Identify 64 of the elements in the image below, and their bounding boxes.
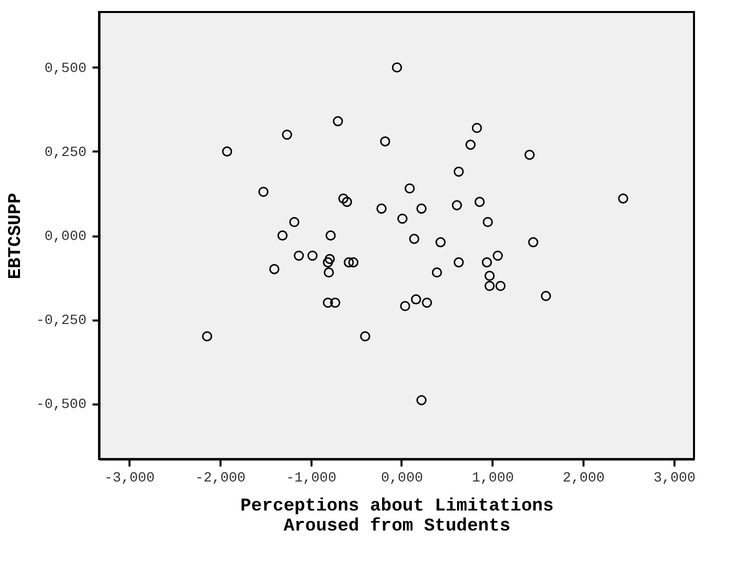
point: [454, 257, 464, 268]
point: [484, 270, 495, 281]
y-tick-label: 0,000: [44, 229, 86, 245]
point: [338, 193, 348, 204]
point: [410, 294, 422, 304]
point: [324, 254, 335, 264]
y-axis-title: EBTCSUPP: [6, 192, 26, 280]
point: [258, 186, 268, 197]
point: [454, 166, 464, 177]
point: [484, 280, 495, 291]
point: [482, 257, 492, 268]
point: [416, 395, 427, 406]
x-tick-label: 0,000: [380, 470, 424, 486]
point: [348, 257, 358, 268]
point: [202, 331, 212, 342]
point: [380, 136, 390, 146]
point: [282, 130, 292, 140]
point: [492, 250, 503, 261]
point: [222, 146, 232, 157]
point: [360, 331, 370, 342]
point: [344, 257, 354, 268]
y-tick-label: 0,250: [44, 144, 86, 161]
point: [465, 140, 476, 150]
y-tick-label: -0,250: [36, 313, 86, 330]
x-tick-label: 3,000: [654, 470, 696, 486]
point: [322, 257, 333, 268]
x-tick-label: 2,000: [562, 470, 605, 486]
point: [330, 298, 340, 308]
point: [472, 122, 482, 134]
point: [482, 216, 493, 228]
point: [294, 250, 304, 261]
point: [409, 234, 420, 244]
y-tick-label: -0,500: [36, 397, 86, 414]
point: [404, 183, 415, 194]
x-tick-label: -2,000: [195, 470, 246, 486]
point: [289, 216, 300, 228]
point: [326, 230, 336, 241]
point: [332, 116, 343, 126]
point: [416, 204, 427, 214]
point: [435, 237, 446, 248]
point: [528, 237, 538, 248]
point: [277, 230, 288, 241]
point: [540, 290, 552, 302]
point: [342, 196, 352, 207]
point: [474, 196, 485, 207]
point: [269, 264, 280, 274]
x-tick-label: 1,000: [472, 470, 514, 486]
point: [307, 250, 318, 261]
point: [392, 62, 402, 73]
point: [376, 204, 387, 214]
point: [432, 267, 442, 278]
point: [524, 150, 535, 160]
x-axis-title: Perceptions about Limitations Aroused from Students: [240, 496, 554, 536]
y-tick-label: 0,500: [44, 60, 86, 77]
point: [322, 298, 333, 308]
point: [495, 280, 506, 291]
point: [324, 267, 334, 278]
point: [397, 214, 408, 224]
point: [452, 200, 462, 210]
point: [422, 298, 432, 308]
point: [618, 193, 628, 204]
x-tick-label: -1,000: [286, 470, 336, 486]
point: [400, 301, 410, 312]
x-tick-label: -3,000: [104, 470, 155, 486]
